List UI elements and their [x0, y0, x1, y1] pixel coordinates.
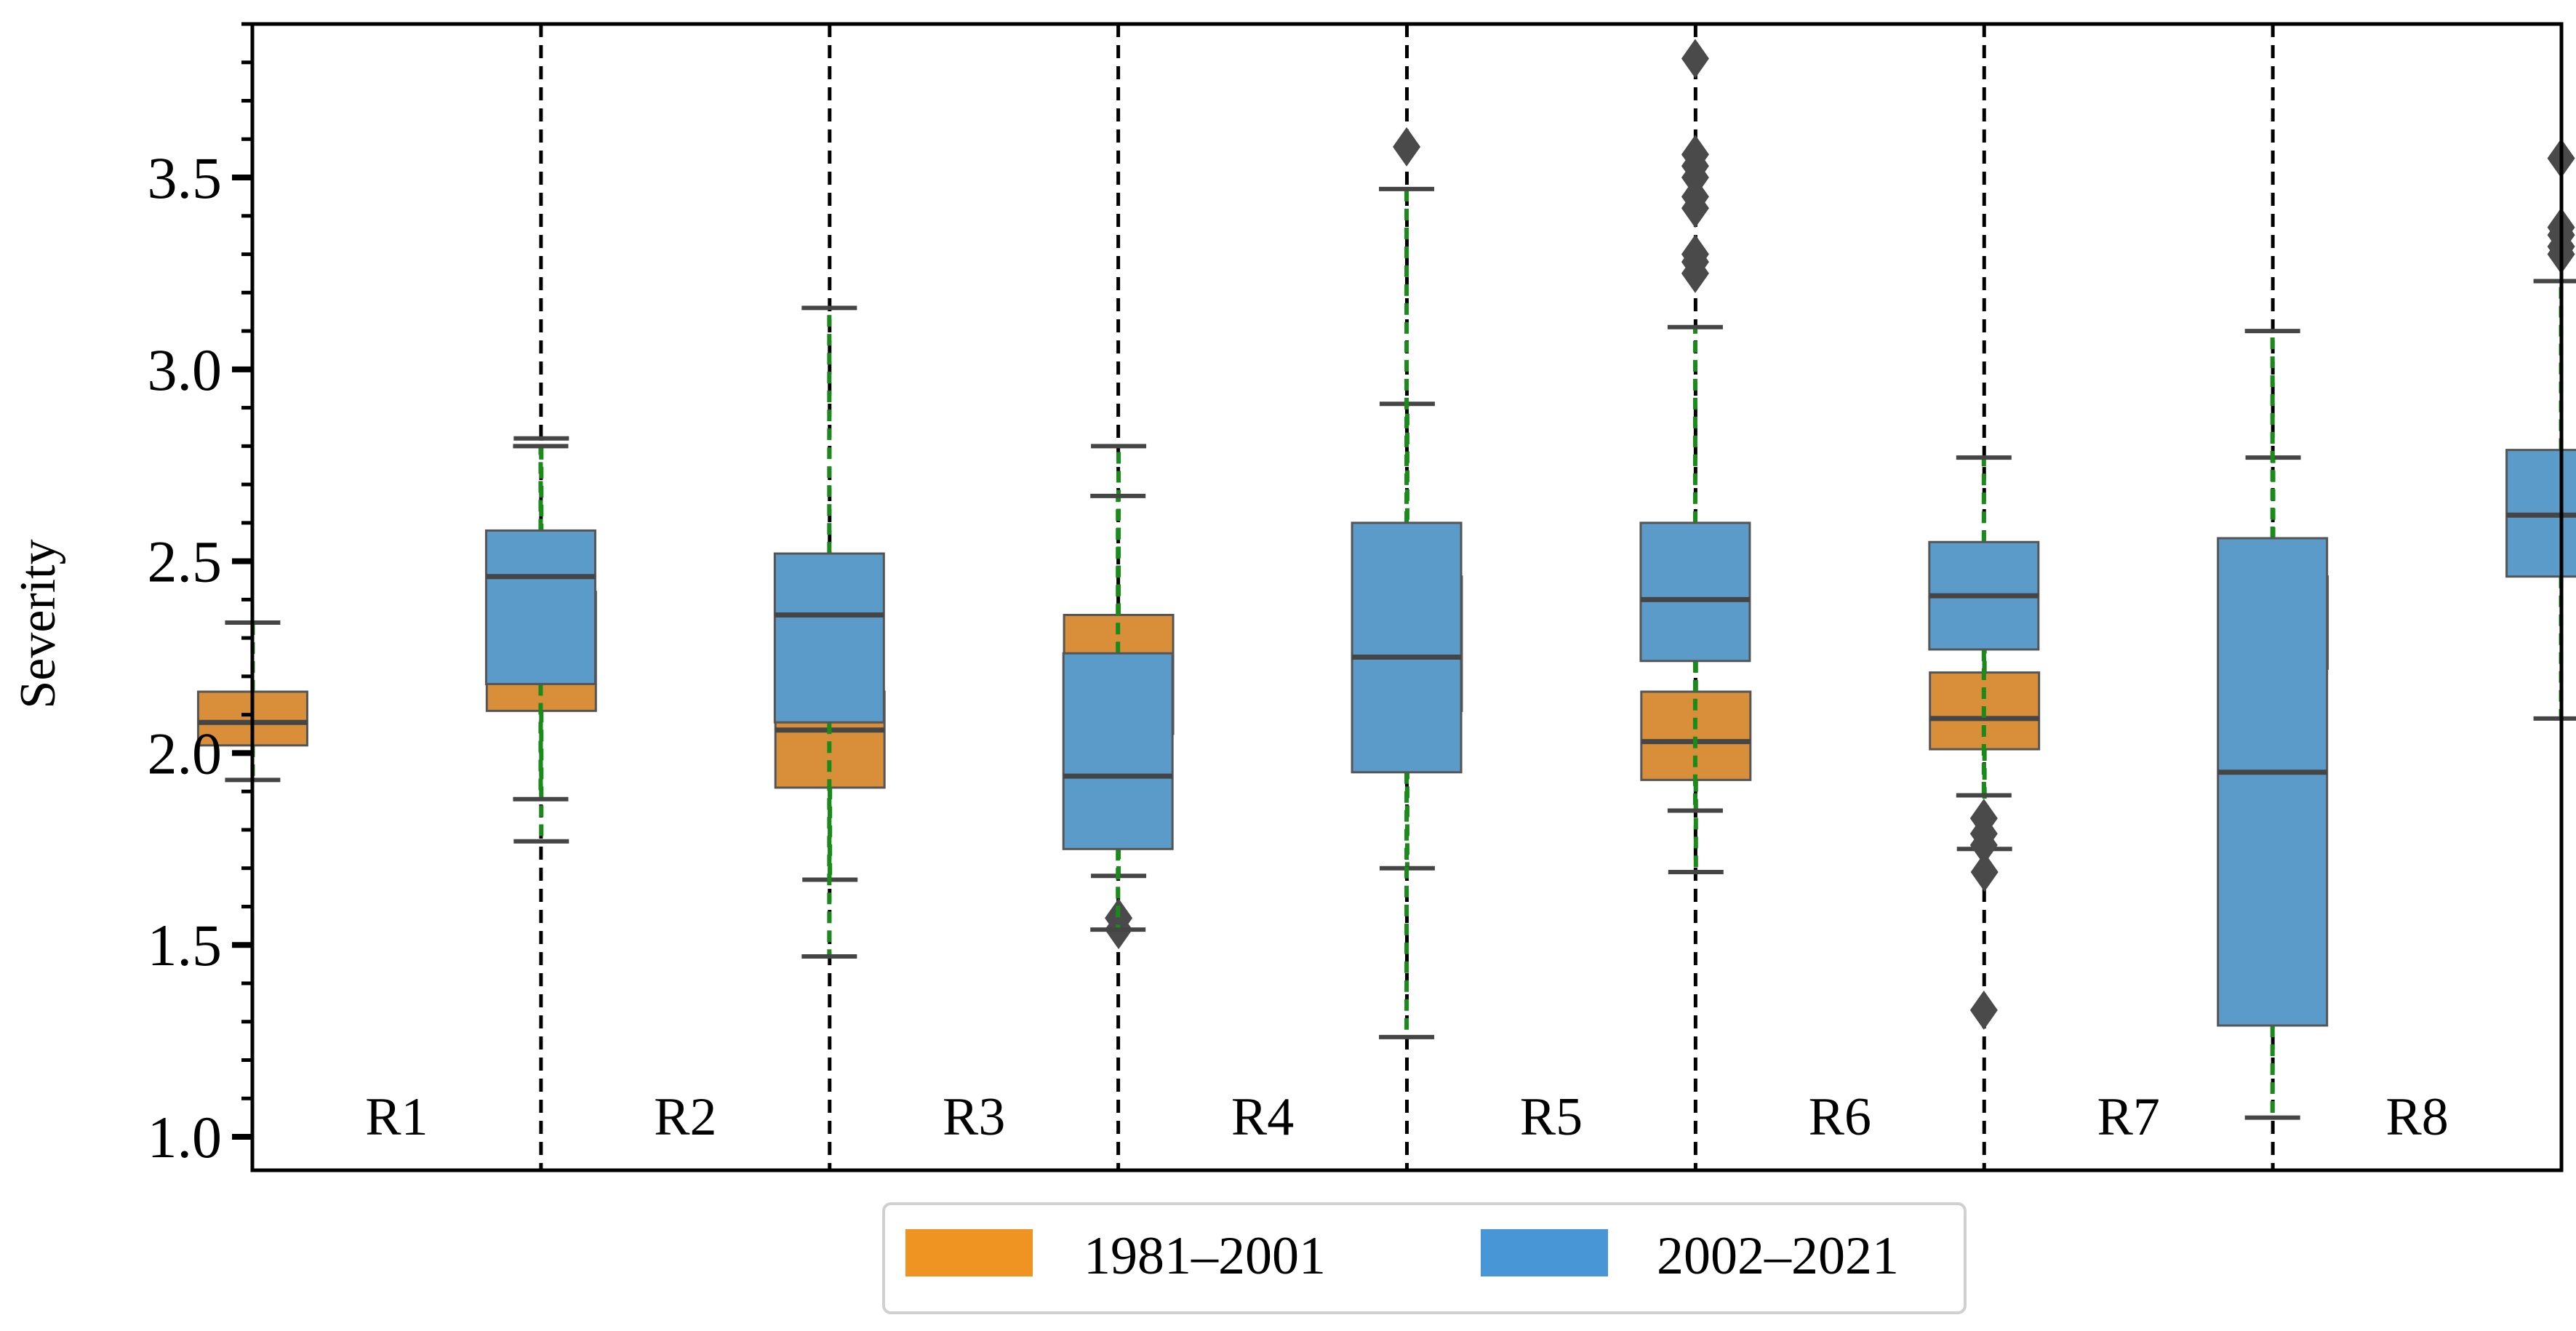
region-label-r7: R7	[2097, 1087, 2160, 1147]
outlier-r5-s2-7	[1681, 135, 1709, 175]
outlier-r4-s2-0	[1393, 127, 1421, 167]
outlier-r6-s2-0	[1969, 990, 1998, 1030]
box-r1-s2	[484, 529, 596, 685]
legend-swatch-1981-2001	[905, 1229, 1033, 1276]
y-tick-label: 1.5	[148, 912, 223, 978]
box-r7-s2	[2217, 537, 2329, 1027]
box-r3-s2	[1062, 652, 1174, 850]
region-label-r8: R8	[2385, 1087, 2448, 1147]
legend-frame	[882, 1202, 1967, 1314]
y-tick-label: 3.5	[148, 145, 223, 211]
legend: 1981–2001 2002–2021	[882, 1202, 1967, 1314]
box-r4-s2	[1351, 521, 1463, 774]
y-axis: 1.0 1.5 2.0 2.5 3.0 3.5	[148, 22, 252, 1170]
y-tick-label: 3.0	[148, 337, 223, 403]
y-tick-label: 2.0	[148, 720, 223, 786]
box-r5-s2	[1639, 521, 1751, 663]
outlier-r6-s2-3	[1969, 799, 1998, 839]
legend-label-2002-2021: 2002–2021	[1657, 1226, 1899, 1286]
y-tick-label: 1.0	[148, 1104, 223, 1170]
region-label-r2: R2	[654, 1087, 716, 1147]
outlier-r5-s2-2	[1681, 234, 1709, 274]
region-label-r4: R4	[1231, 1087, 1294, 1147]
region-label-r3: R3	[943, 1087, 1005, 1147]
legend-label-1981-2001: 1981–2001	[1084, 1226, 1326, 1286]
y-axis-label: Severity	[10, 539, 66, 708]
y-tick-label: 2.5	[148, 529, 223, 595]
outlier-r5-s2-8	[1681, 39, 1709, 79]
region-label-r1: R1	[365, 1087, 428, 1147]
box-r2-s2	[773, 552, 885, 724]
box-series	[196, 39, 2576, 1120]
region-label-r5: R5	[1520, 1087, 1583, 1147]
legend-swatch-2002-2021	[1481, 1229, 1608, 1276]
region-label-r6: R6	[1809, 1087, 1871, 1147]
plot-frame	[250, 22, 2564, 1172]
outlier-r7-s1-0	[1970, 852, 1999, 892]
region-labels: R1 R2 R3 R4 R5 R6 R7 R8	[365, 1087, 2448, 1147]
